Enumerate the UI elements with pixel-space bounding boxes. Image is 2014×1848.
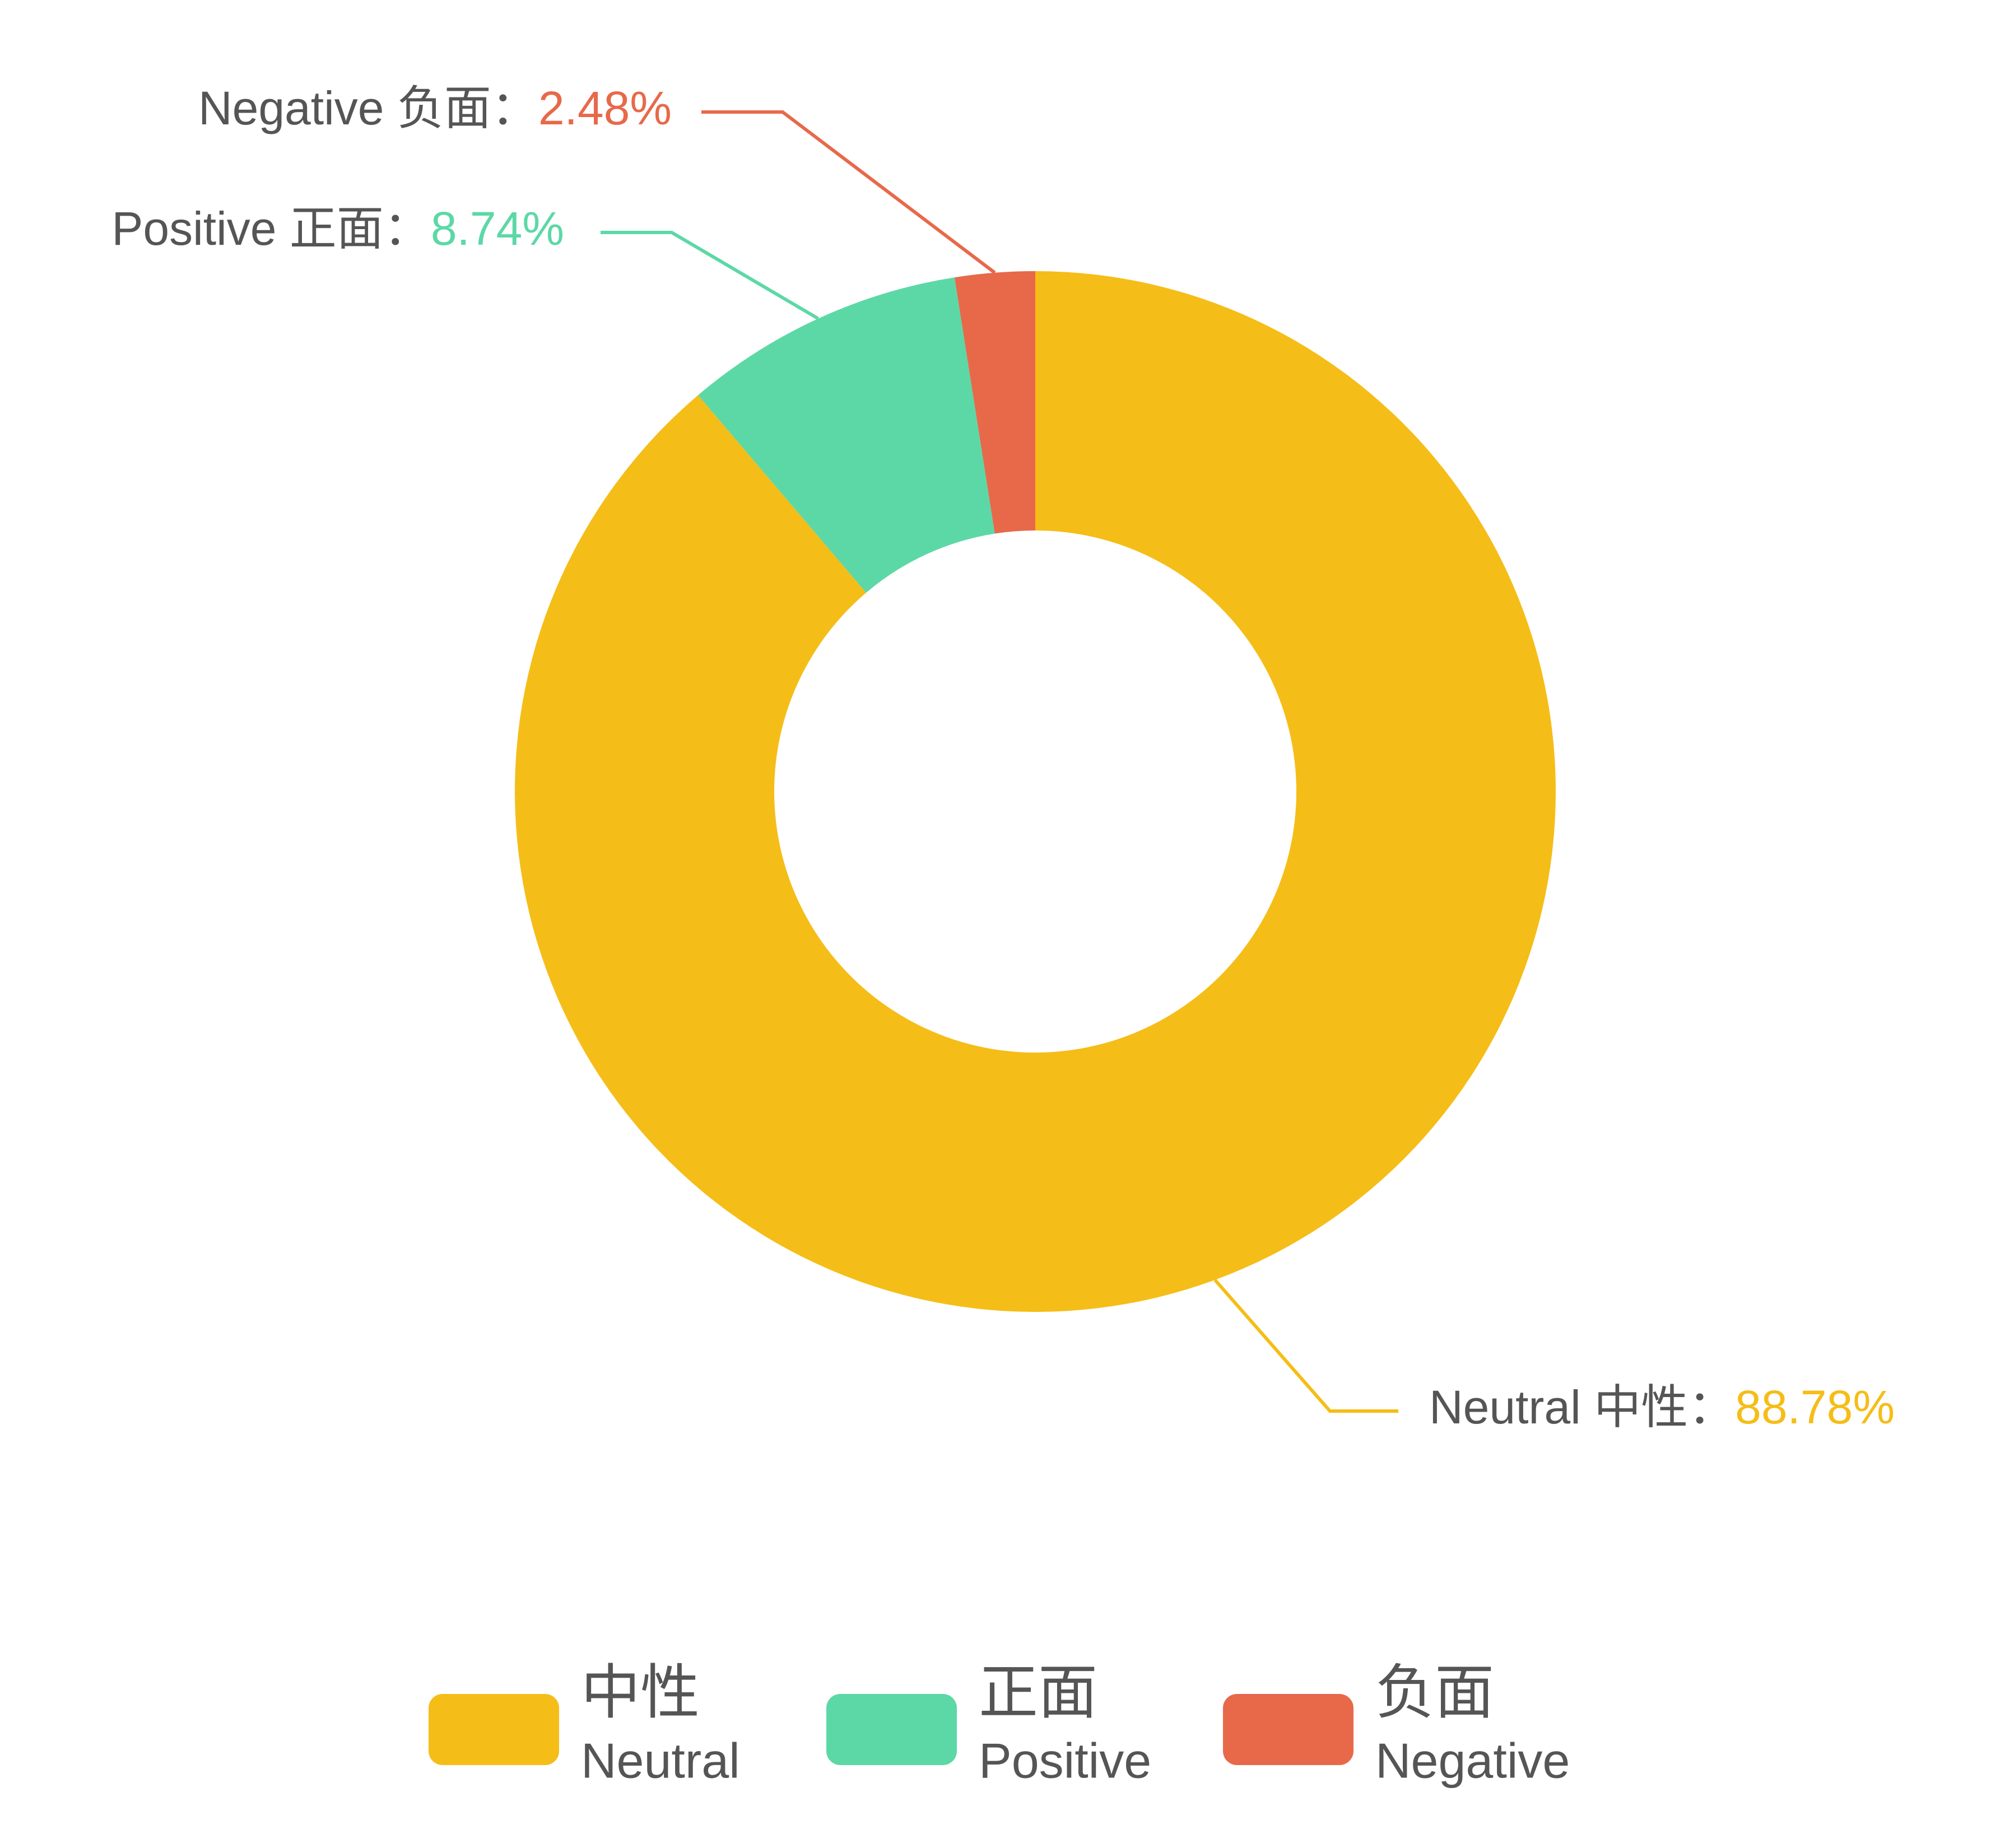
legend-label-en: Negative xyxy=(1375,1733,1570,1788)
legend-label-en: Neutral xyxy=(581,1733,740,1788)
legend-label-en: Positive xyxy=(979,1733,1151,1788)
leader-line xyxy=(1213,1278,1398,1413)
callout-name: Negative 负面： xyxy=(198,82,538,134)
leader-line xyxy=(601,231,819,320)
slice xyxy=(514,271,1556,1312)
legend-label: 中性 xyxy=(581,1660,700,1726)
legend-label: 负面 xyxy=(1375,1660,1494,1726)
callout-value: 8.74% xyxy=(431,202,564,255)
callout-name: Positive 正面： xyxy=(111,202,430,255)
legend-label: 正面 xyxy=(979,1660,1097,1726)
callout-value: 2.48% xyxy=(538,82,672,134)
slice xyxy=(697,277,995,593)
leader-line xyxy=(701,110,996,274)
legend-swatch xyxy=(1223,1694,1353,1765)
callout-label: Negative 负面：2.48% xyxy=(198,82,672,134)
slice xyxy=(954,271,1035,534)
legend-swatch xyxy=(429,1694,559,1765)
legend-swatch xyxy=(826,1694,957,1765)
callout-label: Neutral 中性：88.78% xyxy=(1429,1381,1895,1433)
callout-label: Positive 正面：8.74% xyxy=(111,202,564,255)
callout-value: 88.78% xyxy=(1735,1381,1895,1433)
callout-name: Neutral 中性： xyxy=(1429,1381,1735,1433)
